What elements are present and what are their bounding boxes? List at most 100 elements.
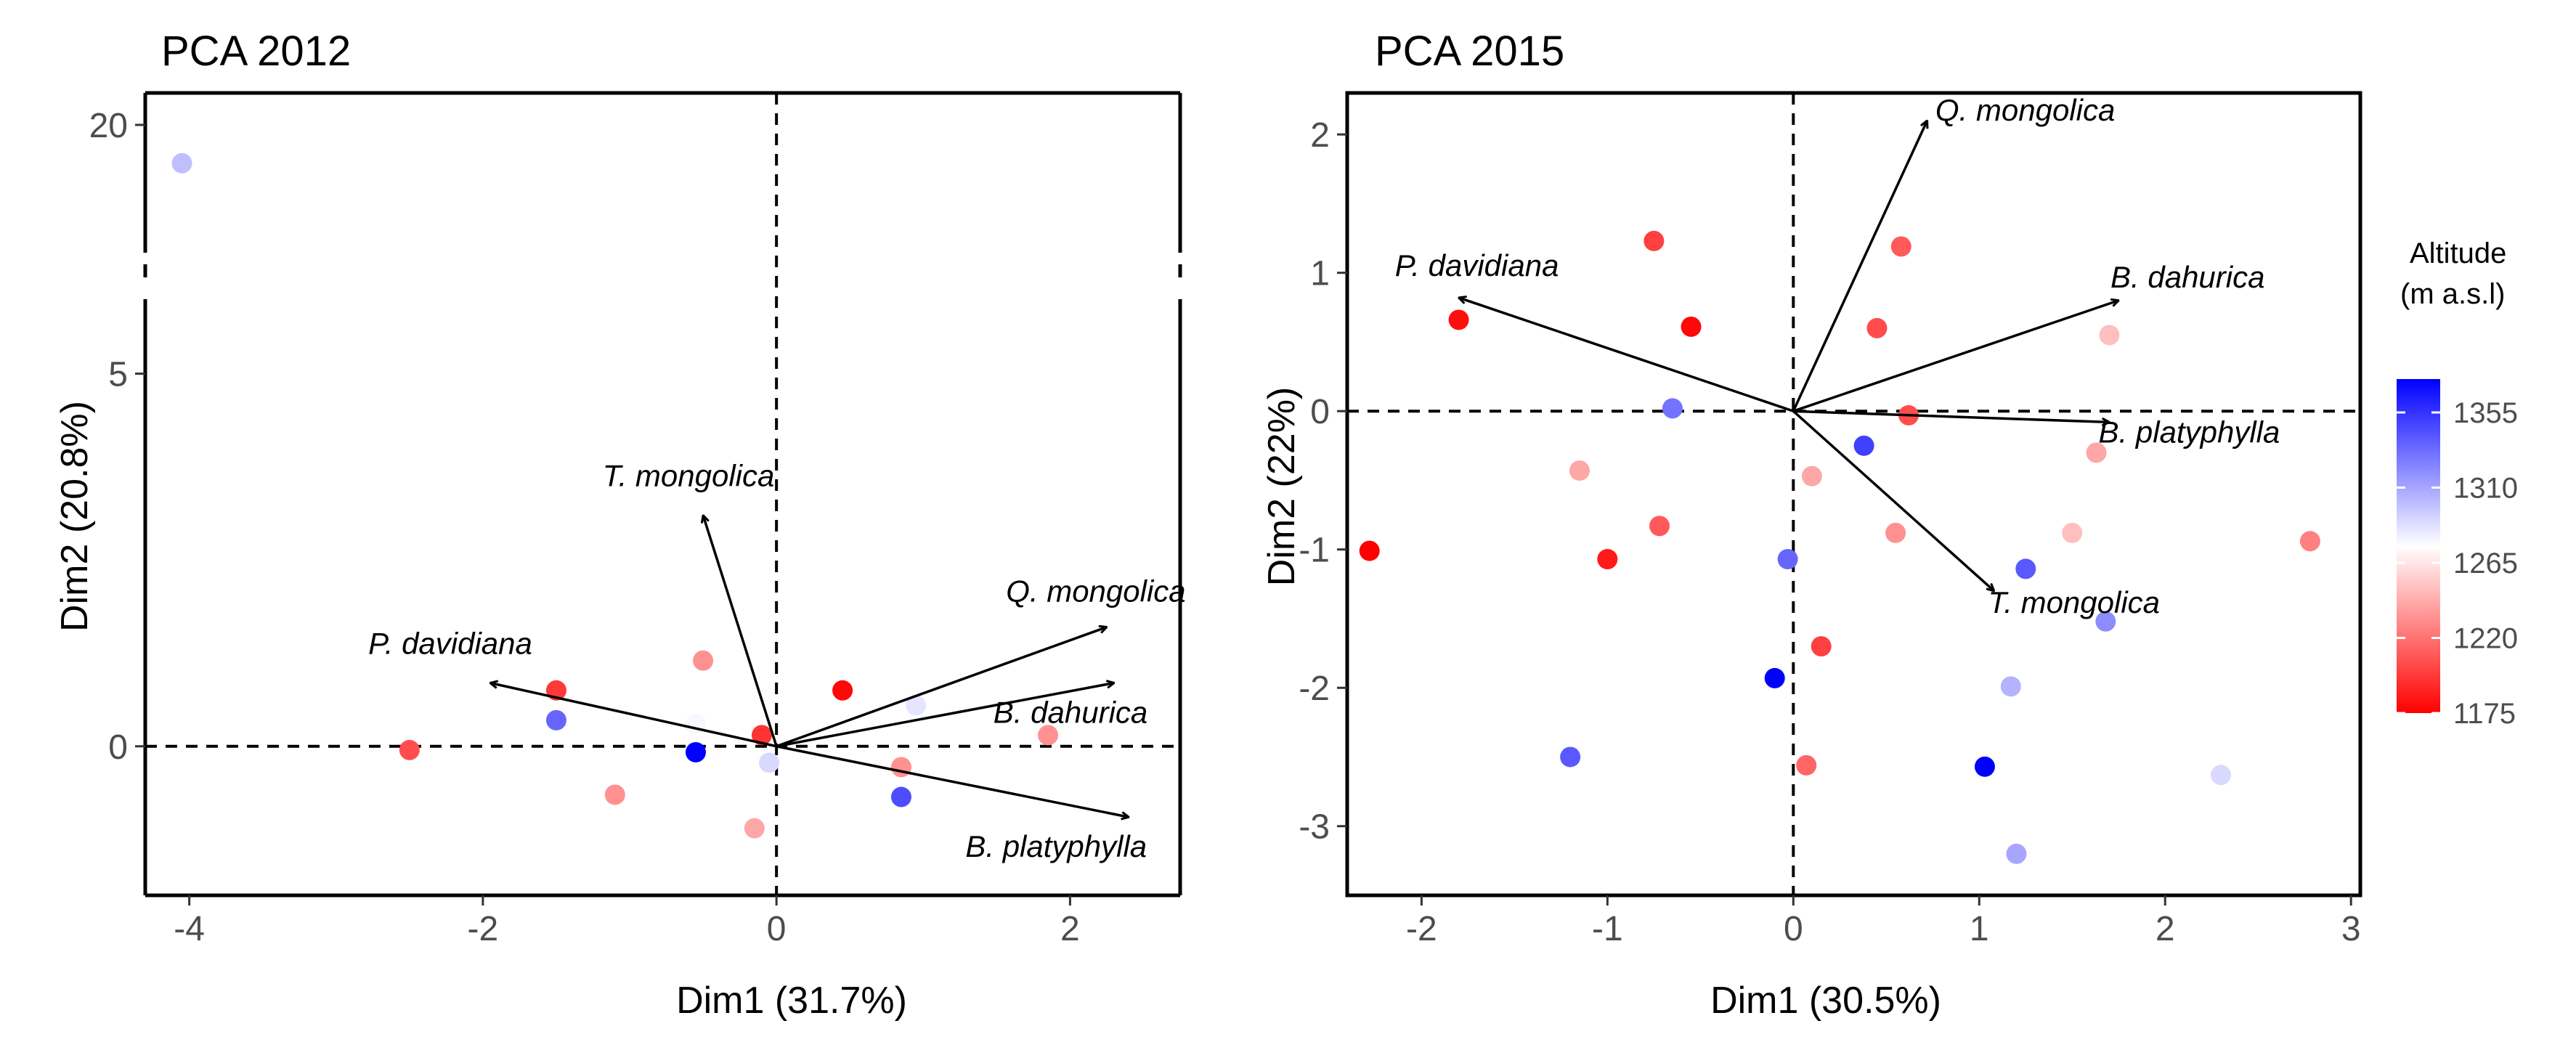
pca-2012-x-axis-label: Dim1 (31.7%) (676, 980, 907, 1022)
pca-2015-data-point (1597, 549, 1618, 570)
pca-2012-y-tick-label: 20 (89, 107, 128, 145)
pca-2012-data-point (906, 695, 927, 716)
pca-2012-y-axis-label: Dim2 (20.8%) (54, 401, 96, 632)
pca-2012-x-tick-label: -2 (468, 910, 499, 948)
pca-2015-x-tick-label: 2 (2156, 910, 2175, 948)
pca-2015-data-point (1359, 540, 1380, 561)
pca-2015-loading-arrow (1792, 121, 1927, 412)
pca-2012-data-point (693, 650, 714, 671)
pca-2015-y-axis-label: Dim2 (22%) (1261, 387, 1303, 587)
pca-2015-data-point (1811, 636, 1832, 657)
legend-tick-label: 1175 (2453, 698, 2516, 730)
pca-2015-loading-arrow (1793, 410, 2109, 422)
pca-2012-x-tick-label: -4 (174, 910, 205, 948)
pca-2012-data-point (744, 818, 765, 839)
pca-2015-plot-area (1337, 91, 2362, 905)
pca-2015-x-tick-label: -1 (1592, 910, 1623, 948)
pca-2015-data-point (2086, 442, 2107, 463)
legend-subtitle: (m a.s.l) (2400, 278, 2505, 310)
loading-label-q-mongolica: Q. mongolica (1935, 93, 2115, 127)
pca-2015-title: PCA 2015 (1375, 28, 1564, 75)
loading-label-b-dahurica: B. dahurica (994, 696, 1147, 730)
pca-2015-y-tick-label: 1 (1310, 255, 1330, 293)
pca-2012-y-tick-label: 5 (108, 356, 128, 394)
pca-2012-data-point (1038, 725, 1059, 746)
pca-2012-x-tick-label: 0 (767, 910, 787, 948)
pca-2012-data-point (890, 786, 911, 807)
pca-2015-data-point (1764, 667, 1785, 688)
pca-2015-x-axis-label: Dim1 (30.5%) (1710, 980, 1941, 1022)
pca-2015-data-point (1890, 236, 1911, 257)
legend-tick-label: 1220 (2453, 623, 2518, 655)
pca-2015-data-point (1974, 756, 1995, 777)
legend-tick-label: 1265 (2453, 548, 2518, 579)
pca-2015-data-point (2211, 765, 2232, 786)
pca-2012-data-point (685, 741, 706, 762)
pca-2015-x-tick-label: 1 (1970, 910, 1989, 948)
pca-2012-data-point (751, 725, 772, 746)
pca-2015-data-point (1643, 230, 1665, 251)
pca-2012-loading-arrow (490, 683, 777, 748)
pca-2012-x-tick-label: 2 (1060, 910, 1080, 948)
legend-color-bar (2397, 379, 2440, 713)
legend-title: Altitude (2410, 237, 2506, 269)
legend-tick-label: 1310 (2453, 473, 2518, 505)
pca-2015-x-tick-label: 3 (2341, 910, 2361, 948)
loading-label-b-platyphylla: B. platyphylla (965, 829, 1147, 863)
pca-2015-data-point (1569, 460, 1590, 481)
pca-2015-data-point (1681, 316, 1702, 337)
pca-2015-x-tick-label: 0 (1784, 910, 1803, 948)
pca-2015-data-point (1801, 465, 1822, 487)
pca-2015-x-tick-label: -2 (1406, 910, 1437, 948)
pca-2012-loading-arrow (776, 683, 1114, 748)
pca-2015-tick-labels: -2 -1 0 1 2 3 -3 -2 -1 0 1 2 (1299, 116, 2360, 948)
pca-2015-data-point (2006, 843, 2027, 864)
pca-2012-panel: PCA 2012 Dim1 (31.7%) Dim2 (20.8%) -4 -2… (54, 28, 1186, 1022)
pca-2015-loading-arrow (1459, 298, 1794, 412)
pca-2015-y-tick-label: -3 (1299, 808, 1330, 847)
pca-2012-data-point (399, 739, 420, 760)
pca-2012-data-point (171, 152, 192, 174)
pca-2012-loading-arrow (776, 745, 1129, 817)
pca-2015-data-point (2299, 531, 2320, 552)
pca-2015-y-tick-label: 2 (1310, 116, 1330, 155)
pca-2015-y-tick-label: -1 (1299, 532, 1330, 570)
loading-label-t-mongolica: T. mongolica (1988, 585, 2160, 619)
legend-tick-label: 1355 (2453, 397, 2518, 429)
pca-2015-data-point (1885, 522, 1906, 543)
pca-2015-data-point (1649, 516, 1670, 537)
pca-2012-data-point (890, 757, 911, 778)
pca-2015-loading-arrow (1792, 410, 1994, 591)
pca-2015-loading-arrow (1792, 301, 2118, 412)
pca-2015-data-point (2099, 325, 2120, 346)
pca-2012-loading-labels: T. mongolica Q. mongolica P. davidiana B… (368, 459, 1186, 864)
pca-2015-data-point (1777, 549, 1798, 570)
pca-2012-loading-arrow (776, 627, 1107, 748)
pca-2015-y-tick-label: 0 (1310, 393, 1330, 431)
pca-2015-data-point (2062, 522, 2083, 543)
pca-2012-data-point (604, 784, 625, 805)
loading-label-q-mongolica: Q. mongolica (1006, 574, 1185, 609)
pca-2012-title: PCA 2012 (161, 28, 351, 75)
pca-2015-data-point (1560, 746, 1581, 768)
pca-2015-data-point (1448, 309, 1469, 330)
pca-2012-tick-labels: -4 -2 0 2 0 5 20 (89, 107, 1080, 948)
loading-label-b-dahurica: B. dahurica (2110, 260, 2264, 294)
altitude-legend: Altitude (m a.s.l) 1175 1220 1265 1310 1… (2397, 237, 2518, 730)
pca-2015-panel: PCA 2015 Dim1 (30.5%) Dim2 (22%) -2 -1 0… (1261, 28, 2362, 1022)
pca-2015-data-point (1853, 435, 1874, 456)
loading-label-t-mongolica: T. mongolica (603, 459, 775, 493)
loading-label-p-davidiana: P. davidiana (368, 627, 532, 661)
pca-2015-y-tick-label: -2 (1299, 670, 1330, 708)
loading-label-p-davidiana: P. davidiana (1395, 248, 1559, 282)
pca-2015-data-point (2015, 558, 2036, 579)
pca-2015-data-point (1796, 754, 1817, 776)
pca-2012-data-point (759, 752, 780, 773)
pca-2012-plot-area (135, 91, 1182, 905)
pca-2015-data-point (1866, 317, 1888, 338)
pca-2012-data-point (545, 709, 566, 730)
pca-2012-y-tick-label: 0 (108, 728, 128, 767)
pca-2015-frame (1345, 91, 2362, 898)
loading-label-b-platyphylla: B. platyphylla (2099, 415, 2280, 449)
